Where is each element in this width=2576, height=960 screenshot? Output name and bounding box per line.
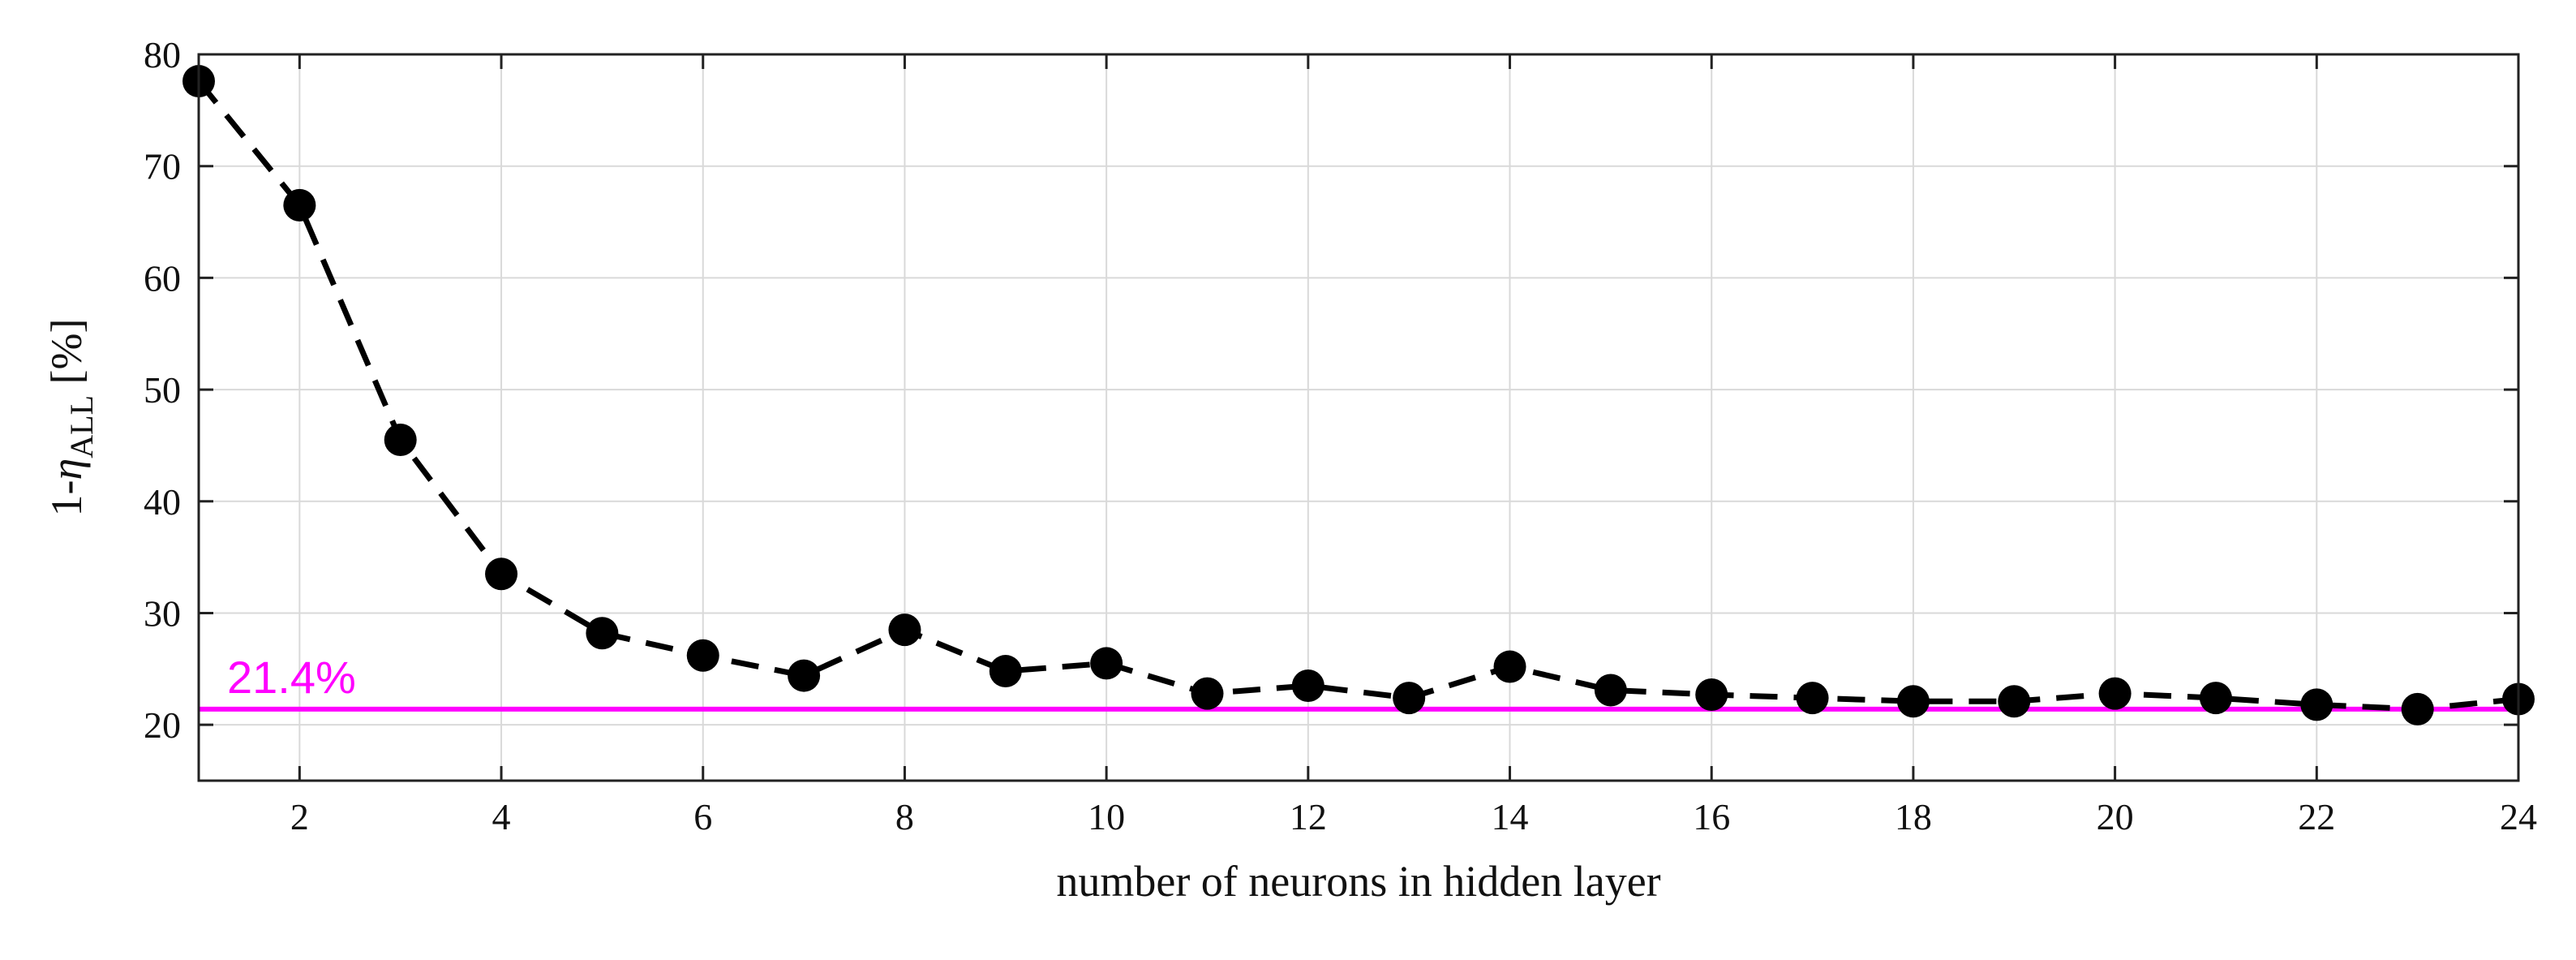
x-tick-label: 22 bbox=[2298, 796, 2335, 837]
y-tick-label: 70 bbox=[144, 146, 181, 187]
x-tick-label: 8 bbox=[895, 796, 914, 837]
x-tick-label: 18 bbox=[1895, 796, 1932, 837]
data-point bbox=[1594, 674, 1627, 707]
data-point bbox=[1393, 682, 1426, 715]
data-point bbox=[2401, 692, 2434, 725]
x-tick-label: 6 bbox=[693, 796, 712, 837]
series-line bbox=[196, 79, 2519, 712]
y-axis-title-subscript: ALL bbox=[63, 395, 100, 458]
y-tick-label: 40 bbox=[144, 481, 181, 523]
data-point bbox=[1998, 685, 2031, 718]
x-tick-label: 12 bbox=[1290, 796, 1327, 837]
x-tick-label: 20 bbox=[2097, 796, 2134, 837]
x-axis-title: number of neurons in hidden layer bbox=[1056, 857, 1660, 906]
data-point bbox=[384, 424, 417, 457]
y-tick-label: 80 bbox=[144, 34, 181, 75]
data-point bbox=[1896, 685, 1930, 718]
data-point bbox=[1796, 682, 1829, 715]
y-tick-label: 50 bbox=[144, 369, 181, 411]
data-point bbox=[2098, 677, 2132, 710]
data-point bbox=[2300, 688, 2333, 721]
data-point bbox=[586, 617, 619, 650]
data-point bbox=[1493, 650, 1526, 683]
data-point bbox=[989, 655, 1022, 688]
data-point bbox=[686, 639, 719, 672]
y-axis-title-suffix: [%] bbox=[42, 319, 91, 395]
data-point bbox=[888, 613, 921, 647]
x-tick-label: 2 bbox=[290, 796, 309, 837]
x-tick-label: 14 bbox=[1492, 796, 1529, 837]
data-point bbox=[788, 659, 821, 692]
x-tick-label: 16 bbox=[1693, 796, 1730, 837]
data-point bbox=[2199, 682, 2232, 715]
x-tick-label: 24 bbox=[2500, 796, 2537, 837]
x-tick-label: 10 bbox=[1088, 796, 1125, 837]
reference-line-group: 21.4% bbox=[199, 652, 2518, 712]
data-point bbox=[283, 188, 316, 222]
data-point bbox=[1191, 677, 1224, 710]
y-axis-title-symbol: η bbox=[42, 458, 91, 480]
data-point bbox=[485, 557, 518, 591]
plot-frame bbox=[197, 53, 2520, 782]
grid-lines bbox=[199, 54, 2519, 781]
y-tick-label: 20 bbox=[144, 704, 181, 746]
y-tick-label: 60 bbox=[144, 257, 181, 299]
data-point bbox=[1695, 678, 1728, 711]
x-tick-label: 4 bbox=[492, 796, 511, 837]
y-tick-label: 30 bbox=[144, 592, 181, 634]
data-point bbox=[1090, 647, 1123, 680]
y-axis-title: 1-ηALL [%] bbox=[42, 319, 100, 517]
reference-line-label: 21.4% bbox=[227, 652, 356, 703]
series-group bbox=[182, 65, 2535, 725]
y-axis-title-prefix: 1- bbox=[42, 480, 91, 517]
data-point bbox=[1291, 669, 1324, 702]
